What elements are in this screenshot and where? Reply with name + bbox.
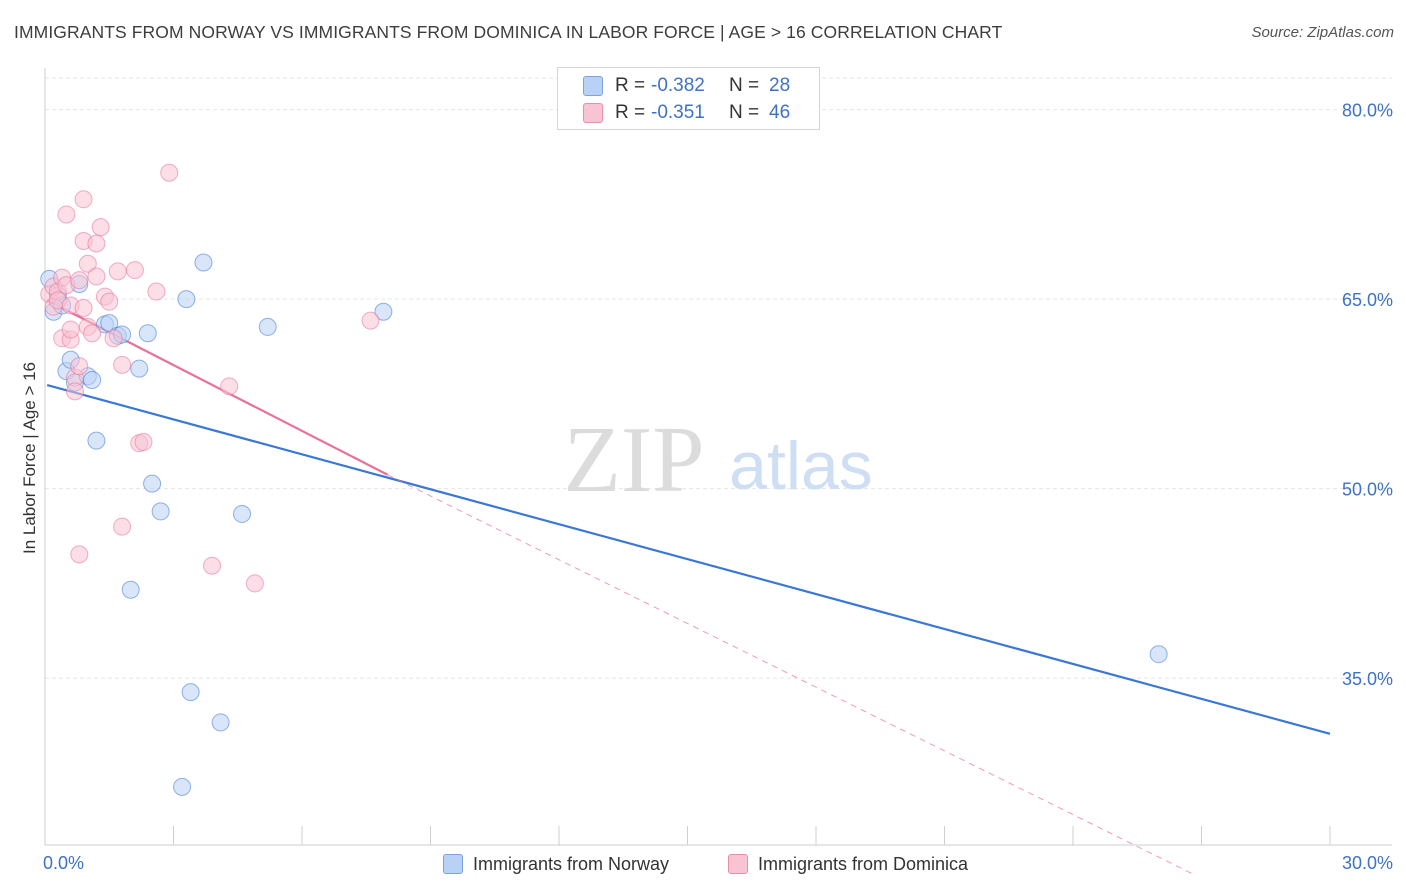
y-axis-label: In Labor Force | Age > 16 — [20, 361, 39, 555]
point-norway — [130, 359, 149, 378]
point-dominica — [100, 292, 119, 311]
point-dominica — [74, 298, 93, 317]
point-dominica — [83, 324, 102, 343]
point-dominica — [134, 432, 153, 451]
point-norway — [211, 713, 230, 732]
point-dominica — [147, 282, 166, 301]
point-norway — [83, 370, 102, 389]
legend-r-value-norway: -0.382 — [651, 75, 705, 96]
point-norway — [181, 683, 200, 702]
bottom-legend-label-dominica: Immigrants from Dominica — [758, 853, 969, 874]
point-norway — [151, 502, 170, 521]
point-dominica — [70, 357, 89, 376]
point-dominica — [203, 556, 222, 575]
point-norway — [1149, 645, 1168, 664]
point-norway — [258, 317, 277, 336]
point-dominica — [113, 355, 132, 374]
legend-r-value-dominica: -0.351 — [651, 102, 705, 123]
point-norway — [121, 580, 140, 599]
trend-extension-dominica — [387, 474, 1194, 875]
point-dominica — [108, 262, 127, 281]
bottom-legend-norway[interactable]: Immigrants from Norway — [443, 852, 669, 876]
point-dominica — [65, 382, 84, 401]
correlation-legend: R = -0.382 N = 28 R = -0.351 N = 46 — [557, 67, 820, 130]
x-tick-label-min: 0.0% — [43, 853, 84, 873]
chart-source: Source: ZipAtlas.com — [1251, 24, 1394, 41]
trend-lines — [46, 299, 1331, 875]
point-dominica — [61, 320, 80, 339]
legend-r-label: R = — [615, 102, 646, 123]
point-dominica — [160, 163, 179, 182]
watermark: ZIP atlas — [564, 408, 873, 512]
point-norway — [177, 290, 196, 309]
point-dominica — [57, 205, 76, 224]
point-dominica — [70, 545, 89, 564]
point-dominica — [361, 311, 380, 330]
legend-n-value-dominica: 46 — [769, 102, 791, 123]
legend-swatch-dominica — [583, 103, 603, 123]
legend-n-label: N = — [729, 102, 760, 123]
point-norway — [374, 302, 393, 321]
point-dominica — [245, 574, 264, 593]
legend-r-label: R = — [615, 75, 646, 96]
point-dominica — [104, 329, 123, 348]
point-norway — [87, 431, 106, 450]
watermark-atlas: atlas — [729, 428, 873, 504]
bottom-legend-dominica[interactable]: Immigrants from Dominica — [728, 852, 968, 876]
legend-swatch-norway — [583, 76, 603, 96]
y-tick-label: 50.0% — [1342, 480, 1393, 500]
y-tick-label: 35.0% — [1342, 669, 1393, 689]
point-dominica — [78, 254, 97, 273]
point-dominica — [70, 271, 89, 290]
point-dominica — [91, 218, 110, 237]
legend-row-dominica: R = -0.351 N = 46 — [583, 101, 790, 125]
axes — [44, 68, 1392, 846]
legend-n-value-norway: 28 — [769, 75, 791, 96]
point-norway — [194, 253, 213, 272]
gridlines — [45, 77, 1392, 679]
watermark-zip: ZIP — [564, 408, 705, 512]
bottom-legend-label-norway: Immigrants from Norway — [473, 853, 670, 874]
legend-row-norway: R = -0.382 N = 28 — [583, 74, 790, 98]
point-dominica — [87, 267, 106, 286]
point-norway — [173, 777, 192, 796]
data-points — [40, 163, 1168, 796]
x-tick-label-max: 30.0% — [1342, 853, 1393, 873]
point-norway — [138, 324, 157, 343]
legend-n-label: N = — [729, 75, 760, 96]
point-dominica — [220, 377, 239, 396]
bottom-legend-swatch-dominica — [728, 854, 748, 874]
tick-labels: 35.0% 50.0% 65.0% 80.0% 0.0% 30.0% — [43, 101, 1393, 873]
y-tick-label: 80.0% — [1342, 101, 1393, 121]
y-axis-label-wrap: In Labor Force | Age > 16 — [18, 0, 42, 892]
point-dominica — [74, 190, 93, 209]
chart-title: IMMIGRANTS FROM NORWAY VS IMMIGRANTS FRO… — [14, 22, 1003, 42]
bottom-legend-swatch-norway — [443, 854, 463, 874]
y-tick-label: 65.0% — [1342, 290, 1393, 310]
point-norway — [143, 474, 162, 493]
point-dominica — [125, 261, 144, 280]
point-norway — [233, 504, 252, 523]
trend-line-norway — [46, 383, 1331, 735]
point-dominica — [87, 234, 106, 253]
point-dominica — [113, 517, 132, 536]
